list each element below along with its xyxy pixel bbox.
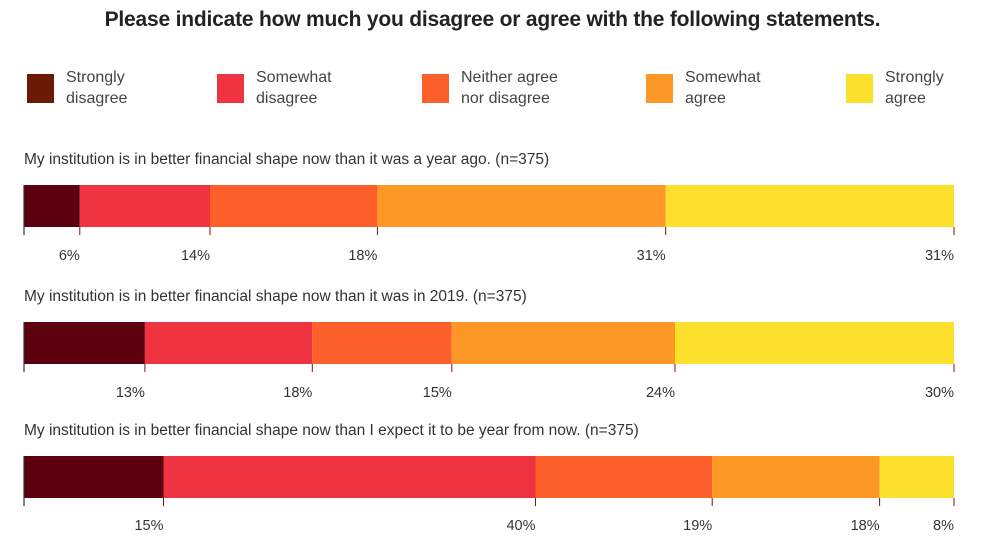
- legend-item-neither: Neither agree nor disagree: [422, 67, 558, 109]
- value-label-strongly-agree-2: 30%: [925, 385, 954, 401]
- legend-label-strongly-disagree: Strongly disagree: [66, 69, 128, 107]
- bar-segment-neither-1: [210, 185, 378, 227]
- value-label-neither-1: 18%: [348, 248, 377, 264]
- value-label-somewhat-agree-2: 24%: [646, 385, 675, 401]
- value-label-somewhat-agree-3: 18%: [851, 518, 880, 534]
- question-label-1: My institution is in better financial sh…: [24, 151, 549, 168]
- bar-segment-somewhat-disagree-2: [144, 322, 313, 364]
- value-label-neither-2: 15%: [423, 385, 452, 401]
- value-label-strongly-agree-3: 8%: [933, 518, 954, 534]
- bar-segment-somewhat-agree-3: [712, 456, 880, 498]
- bar-segment-neither-2: [312, 322, 452, 364]
- legend-swatch-somewhat-disagree: [217, 74, 244, 103]
- value-label-somewhat-disagree-1: 14%: [181, 248, 210, 264]
- legend-swatch-strongly-agree: [846, 74, 873, 103]
- value-label-strongly-disagree-2: 13%: [116, 385, 145, 401]
- legend-label-strongly-agree: Strongly agree: [885, 69, 944, 107]
- bar-segment-somewhat-disagree-1: [79, 185, 210, 227]
- value-label-strongly-disagree-1: 6%: [59, 248, 80, 264]
- legend-item-strongly-agree: Strongly agree: [846, 67, 944, 109]
- bar-segment-neither-3: [535, 456, 713, 498]
- value-label-strongly-agree-1: 31%: [925, 248, 954, 264]
- value-label-somewhat-disagree-2: 18%: [283, 385, 312, 401]
- bar-segment-strongly-disagree-2: [24, 322, 145, 364]
- legend-item-strongly-disagree: Strongly disagree: [27, 67, 127, 109]
- bar-segment-somewhat-agree-2: [451, 322, 675, 364]
- bar-segment-strongly-disagree-1: [24, 185, 80, 227]
- legend-label-somewhat-agree: Somewhat agree: [685, 69, 761, 107]
- legend-item-somewhat-agree: Somewhat agree: [646, 67, 761, 109]
- bar-segment-strongly-agree-2: [675, 322, 954, 364]
- value-label-somewhat-disagree-3: 40%: [506, 518, 535, 534]
- bar-segment-strongly-agree-3: [879, 456, 954, 498]
- chart-title: Please indicate how much you disagree or…: [104, 8, 881, 31]
- question-label-3: My institution is in better financial sh…: [24, 422, 639, 439]
- bar-segment-somewhat-disagree-3: [163, 456, 536, 498]
- bar-segment-somewhat-agree-1: [377, 185, 666, 227]
- bar-segment-strongly-disagree-3: [24, 456, 164, 498]
- value-label-somewhat-agree-1: 31%: [637, 248, 666, 264]
- value-label-neither-3: 19%: [683, 518, 712, 534]
- legend-item-somewhat-disagree: Somewhat disagree: [217, 67, 332, 109]
- bar-segment-strongly-agree-1: [665, 185, 954, 227]
- legend-swatch-somewhat-agree: [646, 74, 673, 103]
- legend-swatch-strongly-disagree: [27, 74, 54, 103]
- value-label-strongly-disagree-3: 15%: [134, 518, 163, 534]
- legend-label-somewhat-disagree: Somewhat disagree: [256, 69, 332, 107]
- question-label-2: My institution is in better financial sh…: [24, 288, 527, 305]
- legend-label-neither: Neither agree nor disagree: [461, 69, 558, 107]
- legend-swatch-neither: [422, 74, 449, 103]
